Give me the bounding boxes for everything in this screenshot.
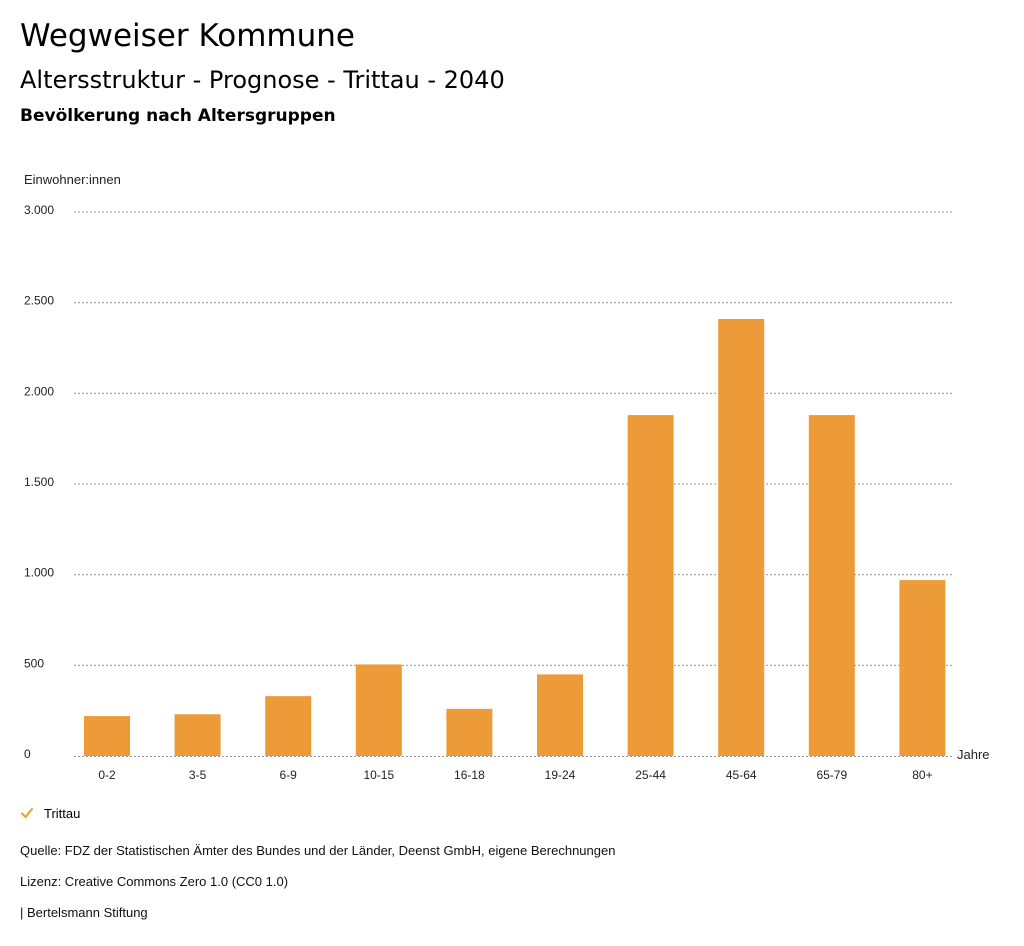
y-tick-label: 0	[24, 747, 31, 761]
y-axis-title: Einwohner:innen	[24, 172, 121, 187]
license-note: Lizenz: Creative Commons Zero 1.0 (CC0 1…	[20, 874, 289, 889]
bar	[355, 664, 402, 756]
page-title: Wegweiser Kommune	[20, 18, 355, 54]
y-tick-label: 2.000	[24, 384, 54, 398]
x-tick-label: 19-24	[545, 768, 576, 782]
x-tick-label: 65-79	[816, 768, 847, 782]
bar	[627, 415, 674, 756]
x-tick-label: 3-5	[189, 768, 207, 782]
bar	[174, 714, 221, 756]
publisher-note: | Bertelsmann Stiftung	[20, 905, 148, 920]
bar	[718, 318, 765, 756]
x-tick-label: 6-9	[280, 768, 298, 782]
y-tick-label: 2.500	[24, 294, 54, 308]
x-tick-label: 80+	[912, 768, 932, 782]
legend-label-trittau: Trittau	[44, 805, 81, 821]
chart-subtitle: Altersstruktur - Prognose - Trittau - 20…	[20, 66, 505, 94]
bar	[265, 696, 312, 756]
y-tick-label: 500	[24, 656, 44, 670]
chart-description: Bevölkerung nach Altersgruppen	[20, 106, 336, 126]
y-tick-label: 1.000	[24, 566, 54, 580]
bar	[808, 415, 855, 756]
x-tick-label: 16-18	[454, 768, 485, 782]
x-tick-label: 0-2	[98, 768, 116, 782]
chart-legend[interactable]: Trittau	[20, 803, 80, 823]
x-axis-title: Jahre	[957, 747, 990, 762]
check-icon	[21, 808, 33, 818]
bar	[537, 674, 583, 756]
x-tick-label: 25-44	[635, 768, 666, 782]
bar	[446, 708, 493, 756]
x-tick-label: 10-15	[363, 768, 394, 782]
bar	[84, 716, 130, 756]
source-note: Quelle: FDZ der Statistischen Ämter des …	[20, 843, 616, 858]
y-tick-label: 3.000	[24, 203, 54, 217]
bar-chart: Einwohner:innen 0 500 1.000 1.500 2.000 2.500 3…	[24, 172, 990, 782]
x-tick-label: 45-64	[726, 768, 757, 782]
y-tick-label: 1.500	[24, 475, 54, 489]
bar	[899, 580, 946, 756]
